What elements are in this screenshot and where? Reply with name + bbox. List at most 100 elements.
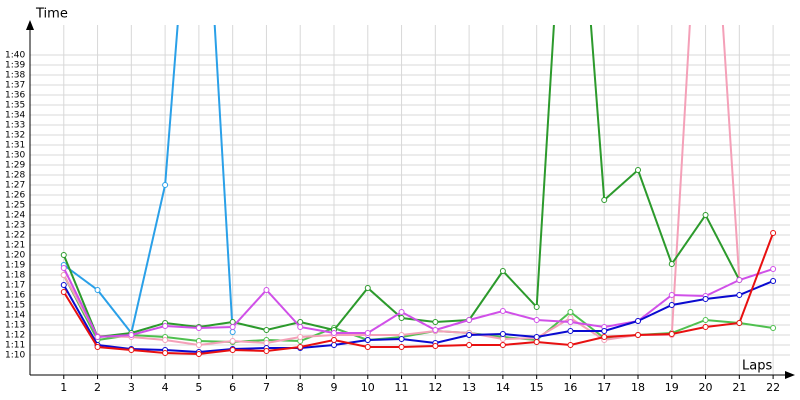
point	[331, 342, 337, 348]
point	[635, 332, 641, 338]
x-axis-label: Laps	[742, 359, 772, 374]
point	[499, 308, 506, 314]
point	[635, 167, 641, 173]
point	[364, 330, 371, 336]
y-tick-label: 1:12	[5, 331, 25, 341]
point	[297, 334, 304, 340]
point	[364, 344, 371, 350]
point	[331, 330, 337, 336]
point	[668, 302, 675, 308]
point	[60, 252, 67, 258]
point	[668, 292, 675, 298]
x-arrow	[785, 371, 795, 379]
y-tick-label: 1:20	[5, 251, 25, 261]
x-tick-label: 14	[496, 381, 510, 394]
point	[702, 296, 709, 302]
point	[432, 343, 439, 349]
x-tick-label: 13	[462, 381, 476, 394]
x-tick-label: 1	[60, 381, 67, 394]
point	[736, 320, 743, 326]
y-tick-label: 1:31	[5, 141, 25, 151]
point	[195, 325, 202, 331]
point	[162, 323, 169, 329]
x-tick-label: 8	[297, 381, 304, 394]
y-axis-label: Time	[35, 7, 68, 22]
y-tick-label: 1:13	[5, 321, 25, 331]
point	[533, 304, 540, 310]
point	[263, 348, 270, 354]
y-tick-label: 1:40	[5, 51, 25, 61]
point	[702, 324, 709, 330]
y-tick-label: 1:21	[5, 241, 25, 251]
series-line	[62, 232, 775, 356]
point	[466, 342, 473, 348]
point	[162, 182, 169, 188]
point	[601, 328, 608, 334]
series-line	[63, 25, 234, 336]
point	[601, 197, 608, 203]
point	[499, 336, 506, 342]
point	[162, 337, 169, 343]
x-tick-label: 22	[766, 381, 780, 394]
y-tick-label: 1:11	[5, 341, 25, 351]
y-tick-label: 1:23	[5, 221, 25, 231]
x-tick-label: 6	[229, 381, 236, 394]
point	[331, 337, 337, 343]
point	[94, 334, 101, 340]
point	[567, 342, 574, 348]
point	[195, 342, 202, 348]
y-tick-label: 1:26	[5, 191, 25, 201]
point	[364, 285, 371, 291]
point	[770, 325, 777, 331]
x-tick-label: 5	[195, 381, 202, 394]
point	[229, 324, 236, 330]
x-tick-label: 7	[263, 381, 270, 394]
point	[702, 317, 709, 323]
point	[398, 309, 405, 315]
point	[60, 289, 67, 295]
point	[466, 317, 473, 323]
y-tick-label: 1:38	[5, 71, 25, 81]
point	[668, 331, 675, 337]
point	[736, 292, 743, 298]
point	[736, 277, 743, 283]
x-tick-label: 20	[699, 381, 713, 394]
point	[94, 344, 101, 350]
y-tick-label: 1:35	[5, 101, 25, 111]
point	[364, 337, 371, 343]
y-tick-label: 1:22	[5, 231, 25, 241]
y-tick-label: 1:16	[5, 291, 25, 301]
point	[432, 319, 439, 325]
point	[635, 318, 641, 324]
point	[263, 340, 270, 346]
x-tick-label: 21	[732, 381, 746, 394]
x-tick-label: 2	[94, 381, 101, 394]
x-tick-label: 4	[162, 381, 169, 394]
y-tick-label: 1:10	[5, 351, 25, 361]
y-tick-label: 1:27	[5, 181, 25, 191]
point	[668, 261, 675, 267]
point	[229, 338, 236, 344]
point	[533, 317, 540, 323]
y-tick-label: 1:25	[5, 201, 25, 211]
y-tick-label: 1:28	[5, 171, 25, 181]
point	[567, 319, 574, 325]
y-tick-label: 1:39	[5, 61, 25, 71]
x-tick-label: 9	[331, 381, 338, 394]
x-tick-label: 15	[530, 381, 544, 394]
series-line	[62, 280, 774, 354]
x-tick-label: 3	[128, 381, 135, 394]
y-tick-label: 1:17	[5, 281, 25, 291]
y-arrow	[26, 20, 34, 30]
x-tick-label: 12	[428, 381, 442, 394]
point	[533, 339, 540, 345]
x-tick-label: 18	[631, 381, 645, 394]
point	[601, 334, 608, 340]
y-tick-label: 1:14	[5, 311, 25, 321]
point	[398, 336, 405, 342]
y-tick-label: 1:37	[5, 81, 25, 91]
point	[770, 266, 777, 272]
point	[466, 332, 473, 338]
point	[499, 268, 506, 274]
